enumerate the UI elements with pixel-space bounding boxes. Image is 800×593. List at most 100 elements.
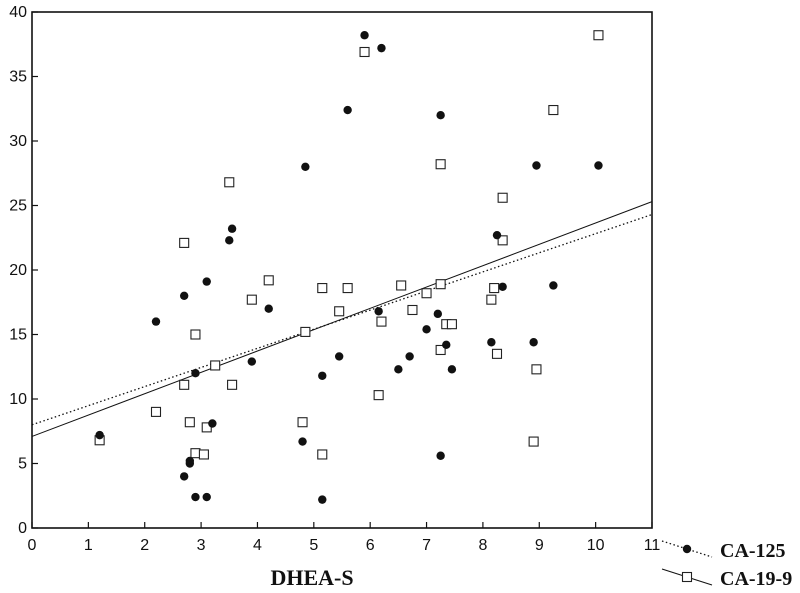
point-ca-125: [225, 236, 234, 245]
y-tick-label: 5: [18, 456, 27, 473]
y-tick-label: 25: [9, 198, 27, 215]
legend-marker-ca-125: [682, 544, 692, 554]
point-ca-19-9: [528, 436, 539, 447]
data-points: [94, 30, 604, 504]
point-ca-125: [442, 340, 451, 350]
point-ca-125: [247, 357, 257, 366]
y-tick-label: 40: [9, 4, 27, 21]
point-ca-19-9: [334, 306, 345, 317]
x-tick-label: 7: [422, 537, 431, 554]
legend-line-ca-125: [661, 540, 713, 558]
y-tick-label: 0: [18, 520, 27, 537]
point-ca-19-9: [184, 417, 195, 428]
trendline-ca-125: [31, 213, 653, 426]
point-ca-125: [405, 352, 414, 361]
point-ca-19-9: [198, 449, 209, 460]
point-ca-19-9: [342, 283, 353, 294]
point-ca-19-9: [548, 104, 559, 116]
point-ca-19-9: [317, 449, 328, 460]
x-tick-label: 8: [478, 537, 487, 554]
point-ca-125: [318, 495, 327, 504]
y-tick-label: 15: [9, 327, 27, 344]
point-ca-19-9: [263, 275, 274, 286]
point-ca-125: [202, 492, 211, 502]
point-ca-125: [227, 224, 237, 233]
point-ca-125: [301, 162, 310, 171]
y-tick-label: 20: [9, 262, 27, 279]
point-ca-125: [436, 451, 445, 460]
point-ca-19-9: [531, 364, 542, 375]
point-ca-125: [208, 419, 217, 428]
point-ca-125: [179, 472, 189, 481]
point-ca-125: [343, 105, 352, 115]
point-ca-19-9: [359, 46, 370, 58]
point-ca-19-9: [300, 326, 311, 337]
point-ca-19-9: [593, 30, 604, 41]
point-ca-125: [436, 111, 445, 120]
point-ca-19-9: [435, 344, 446, 356]
point-ca-125: [498, 282, 507, 291]
point-ca-125: [492, 230, 502, 240]
legend-marker-ca-19-9: [681, 571, 693, 583]
x-tick-label: 3: [197, 537, 206, 554]
x-tick-label: 4: [253, 537, 262, 554]
point-ca-125: [318, 371, 327, 380]
point-ca-19-9: [190, 329, 201, 340]
x-tick-label: 5: [309, 537, 318, 554]
point-ca-125: [447, 365, 457, 374]
y-tick-label: 30: [9, 133, 27, 150]
point-ca-19-9: [297, 417, 308, 428]
point-ca-19-9: [376, 316, 387, 327]
point-ca-19-9: [497, 192, 508, 203]
point-ca-125: [360, 31, 369, 40]
point-ca-19-9: [435, 279, 446, 290]
point-ca-19-9: [317, 283, 328, 294]
point-ca-125: [298, 437, 307, 446]
point-ca-125: [549, 281, 558, 290]
legend-label-ca-125: CA-125: [720, 540, 786, 562]
point-ca-19-9: [407, 304, 418, 316]
x-tick-label: 0: [28, 537, 37, 554]
point-ca-19-9: [190, 448, 201, 459]
x-axis: 0 1 2 3 4 5 6 7 8 9 10 11: [28, 522, 661, 554]
point-ca-19-9: [246, 294, 257, 305]
point-ca-19-9: [421, 288, 432, 299]
x-tick-label: 11: [644, 537, 661, 554]
point-ca-19-9: [227, 379, 238, 390]
point-ca-19-9: [491, 348, 503, 359]
point-ca-19-9: [497, 235, 508, 246]
point-ca-125: [422, 325, 431, 334]
point-ca-19-9: [224, 177, 235, 188]
point-ca-125: [594, 161, 603, 170]
point-ca-19-9: [489, 283, 500, 294]
point-ca-19-9: [486, 294, 497, 305]
point-ca-125: [377, 43, 386, 53]
point-ca-125: [334, 352, 344, 361]
point-ca-125: [529, 338, 538, 347]
point-ca-19-9: [435, 159, 446, 170]
point-ca-125: [95, 430, 104, 440]
x-tick-label: 1: [84, 537, 93, 554]
x-tick-label: 10: [587, 537, 605, 554]
trendlines: [31, 201, 653, 437]
point-ca-125: [487, 338, 496, 347]
point-ca-125: [179, 291, 189, 300]
point-ca-19-9: [179, 379, 190, 390]
x-axis-label: DHEA-S: [270, 565, 353, 590]
point-ca-125: [532, 161, 541, 170]
point-ca-125: [264, 304, 273, 313]
y-tick-label: 35: [9, 69, 27, 86]
point-ca-125: [394, 365, 403, 374]
point-ca-19-9: [179, 237, 190, 248]
point-ca-19-9: [446, 319, 457, 330]
point-ca-125: [374, 307, 383, 316]
plot-frame: [31, 11, 653, 529]
legend: CA-125 CA-19-9: [661, 540, 792, 590]
point-ca-19-9: [150, 406, 162, 417]
x-tick-label: 6: [366, 537, 375, 554]
y-axis: 0 5 10 15 20 25 30 35 40: [9, 4, 38, 537]
y-tick-label: 10: [9, 391, 27, 408]
point-ca-125: [433, 309, 443, 319]
point-ca-19-9: [373, 390, 384, 401]
